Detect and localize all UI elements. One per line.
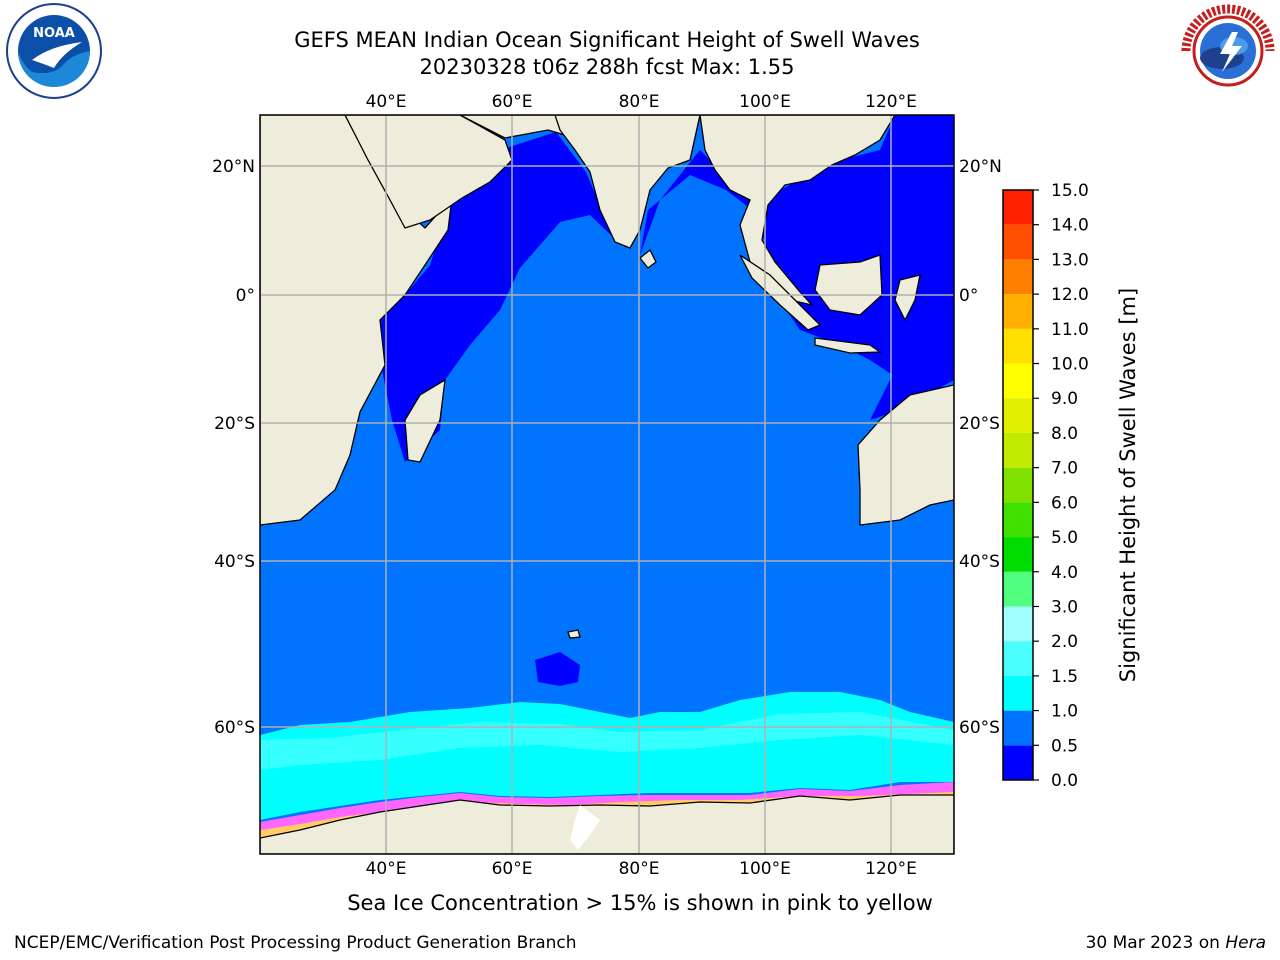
- noaa-logo-text: NOAA: [33, 26, 75, 41]
- colorbar-swatch: [1003, 675, 1033, 711]
- lat-tick-left: 20°N: [212, 157, 255, 177]
- map-frame: [259, 114, 955, 855]
- colorbar-swatch: [1003, 641, 1033, 676]
- lat-tick-left: 20°S: [214, 414, 255, 434]
- colorbar-swatch: [1003, 606, 1033, 642]
- colorbar: 0.0 0.5 1.0 1.5 2.0 3.0 4.0 5.0 6.0 7.0 8.0 9.0 10.0…: [1002, 181, 1089, 791]
- lon-tick-bottom: 100°E: [739, 859, 791, 879]
- footer-machine: Hera: [1225, 933, 1266, 953]
- footer-date: 30 Mar 2023 on Hera: [1086, 933, 1266, 953]
- footer-credit: NCEP/EMC/Verification Post Processing Pr…: [14, 933, 577, 953]
- lat-tick-right: 60°S: [959, 718, 1000, 738]
- colorbar-tick-label: 2.0: [1051, 632, 1078, 652]
- colorbar-tick-label: 0.5: [1051, 736, 1078, 756]
- national-weather-service-logo-icon: [1181, 4, 1275, 98]
- colorbar-tick-label: 6.0: [1051, 493, 1078, 513]
- colorbar-swatch: [1003, 745, 1033, 780]
- map-grid: [260, 115, 954, 854]
- colorbar-tick-label: 1.5: [1051, 667, 1078, 687]
- colorbar-swatch: [1003, 398, 1033, 433]
- lat-tick-right: 0°: [959, 286, 978, 306]
- colorbar-tick-label: 14.0: [1051, 216, 1089, 236]
- colorbar-swatch: [1003, 467, 1033, 503]
- lat-tick-right: 20°N: [959, 157, 1002, 177]
- map-area: [260, 115, 954, 854]
- ice-shelf: [570, 805, 600, 850]
- lat-tick-right: 40°S: [959, 552, 1000, 572]
- colorbar-swatch: [1003, 190, 1033, 225]
- sea-ice-note: Sea Ice Concentration > 15% is shown in …: [347, 891, 933, 915]
- colorbar-tick-label: 3.0: [1051, 597, 1078, 617]
- lon-tick-top: 120°E: [865, 92, 917, 112]
- lon-tick-bottom: 120°E: [865, 859, 917, 879]
- colorbar-tick-label: 5.0: [1051, 528, 1078, 548]
- colorbar-swatch: [1003, 224, 1033, 260]
- colorbar-tick-label: 4.0: [1051, 563, 1078, 583]
- lon-tick-bottom: 60°E: [492, 859, 533, 879]
- colorbar-swatch: [1003, 328, 1033, 364]
- lon-tick-bottom: 80°E: [619, 859, 660, 879]
- colorbar-swatch: [1003, 363, 1033, 399]
- colorbar-swatch: [1003, 537, 1033, 572]
- lon-tick-top: 60°E: [492, 92, 533, 112]
- noaa-logo-icon: NOAA: [6, 3, 102, 99]
- colorbar-swatch: [1003, 710, 1033, 746]
- colorbar-tick-label: 8.0: [1051, 424, 1078, 444]
- colorbar-swatch: [1003, 432, 1033, 468]
- colorbar-swatch: [1003, 259, 1033, 295]
- low-swell-regions: [380, 115, 954, 686]
- lat-tick-left: 60°S: [214, 718, 255, 738]
- lat-tick-left: 0°: [236, 286, 255, 306]
- lat-tick-right: 20°S: [959, 414, 1000, 434]
- colorbar-tick-label: 7.0: [1051, 459, 1078, 479]
- footer-date-text: 30 Mar 2023 on: [1085, 933, 1220, 953]
- lon-tick-top: 100°E: [739, 92, 791, 112]
- colorbar-tick-label: 9.0: [1051, 389, 1078, 409]
- colorbar-swatch: [1003, 571, 1033, 607]
- colorbar-tick-label: 1.0: [1051, 702, 1078, 722]
- axis-tick-labels: 40°E 40°E 60°E 60°E 80°E 80°E 100°E 100°E 120°E 1…: [212, 92, 1002, 879]
- lat-tick-left: 40°S: [214, 552, 255, 572]
- colorbar-tick-label: 15.0: [1051, 181, 1089, 201]
- colorbar-tick-label: 10.0: [1051, 355, 1089, 375]
- chart-subtitle: 20230328 t06z 288h fcst Max: 1.55: [419, 55, 795, 79]
- lon-tick-top: 80°E: [619, 92, 660, 112]
- colorbar-tick-label: 0.0: [1051, 771, 1078, 791]
- chart-title: GEFS MEAN Indian Ocean Significant Heigh…: [294, 28, 920, 52]
- colorbar-label: Significant Height of Swell Waves [m]: [1116, 287, 1140, 683]
- colorbar-swatch: [1003, 502, 1033, 538]
- colorbar-tick-label: 12.0: [1051, 285, 1089, 305]
- colorbar-tick-label: 11.0: [1051, 320, 1089, 340]
- colorbar-tick-label: 13.0: [1051, 250, 1089, 270]
- lon-tick-top: 40°E: [366, 92, 407, 112]
- colorbar-swatch: [1003, 294, 1033, 329]
- colorbar-frame: [1002, 189, 1034, 781]
- lon-tick-bottom: 40°E: [366, 859, 407, 879]
